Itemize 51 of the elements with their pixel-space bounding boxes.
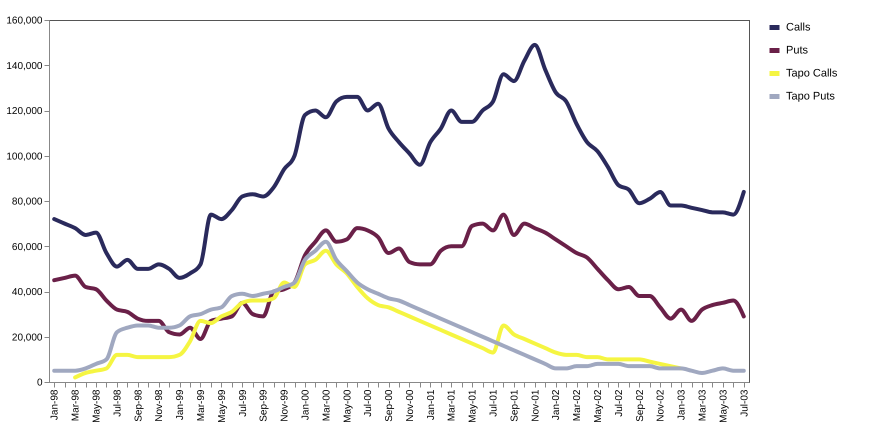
- x-tick-label: Mar-98: [70, 389, 82, 422]
- y-tick-label: 0: [36, 378, 43, 388]
- x-tick-label: Jul-03: [739, 389, 750, 417]
- x-tick-label: Sep-99: [258, 389, 270, 422]
- legend-label: Tapo Calls: [786, 68, 838, 80]
- x-tick-label: Mar-00: [321, 389, 332, 422]
- x-tick-label: Mar-99: [196, 389, 207, 422]
- legend-label: Tapo Puts: [786, 90, 836, 102]
- x-tick-label: Jan-02: [551, 389, 562, 420]
- legend-label: Calls: [786, 22, 811, 34]
- x-tick-label: Nov-99: [280, 389, 291, 422]
- x-tick-label: Jan-98: [50, 389, 61, 420]
- y-tick-label: 100,000: [6, 151, 43, 162]
- line-series: [73, 248, 684, 380]
- y-tick-label: 80,000: [12, 196, 43, 208]
- line-series: [52, 240, 746, 375]
- x-tick-label: Mar-03: [697, 389, 708, 422]
- x-tick-label: Sep-02: [634, 389, 646, 422]
- x-tick-label: Sep-00: [384, 389, 396, 422]
- x-tick-label: Nov-00: [404, 389, 416, 422]
- x-tick-label: May-03: [718, 389, 730, 423]
- x-tick-label: Nov-02: [656, 389, 667, 422]
- x-tick-label: Jul-01: [488, 389, 500, 417]
- x-tick-label: Jul-02: [614, 389, 625, 417]
- x-tick-label: Jul-98: [112, 389, 124, 417]
- x-tick-label: Jul-00: [363, 389, 374, 417]
- x-tick-label: Jan-00: [300, 389, 312, 420]
- line-series: [52, 212, 746, 342]
- x-tick-label: May-02: [593, 389, 604, 423]
- x-tick-label: Jan-01: [426, 389, 437, 420]
- x-tick-label: Sep-01: [509, 389, 520, 422]
- x-tick-label: Sep-98: [133, 389, 144, 422]
- x-tick-label: Nov-98: [154, 389, 166, 422]
- x-tick-label: Nov-01: [530, 389, 542, 422]
- x-tick-label: May-00: [342, 389, 354, 423]
- y-tick-label: 160,000: [6, 16, 43, 26]
- y-tick-label: 40,000: [12, 287, 43, 298]
- y-tick-label: 140,000: [6, 60, 43, 72]
- x-tick-label: May-01: [468, 389, 479, 423]
- legend-label: Puts: [786, 44, 809, 56]
- x-tick-label: Mar-01: [446, 389, 458, 422]
- x-tick-label: Jan-03: [676, 389, 688, 420]
- y-tick-label: 60,000: [12, 242, 43, 253]
- line-series: [52, 42, 746, 280]
- x-tick-label: Jan-99: [175, 389, 186, 420]
- y-tick-label: 120,000: [6, 106, 43, 117]
- x-tick-label: May-99: [216, 389, 228, 423]
- x-tick-label: May-98: [92, 389, 103, 423]
- x-tick-label: Jul-99: [238, 389, 249, 417]
- y-tick-label: 20,000: [12, 332, 43, 344]
- x-tick-label: Mar-02: [572, 389, 584, 422]
